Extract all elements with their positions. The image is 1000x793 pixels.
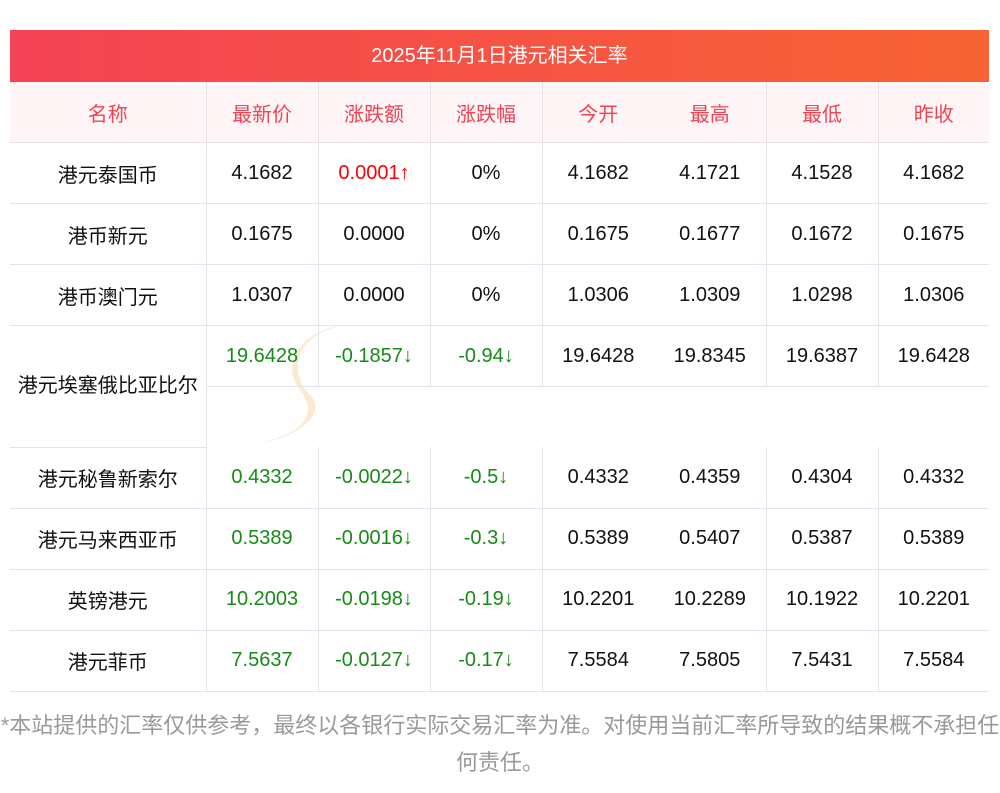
table-row: 港币新元 0.1675 0.0000 0% 0.1675 0.1677 0.1672 0.16… — [10, 203, 989, 265]
change-percent: 0% — [430, 142, 543, 204]
change-percent: 0% — [430, 264, 543, 326]
currency-name: 港元埃塞俄比亚比尔 — [10, 325, 207, 448]
exchange-rate-table: 名称 最新价 涨跌额 涨跌幅 今开 最高 最低 昨收 港元泰国币 4.1682 0.0001↑ 0%… — [10, 82, 989, 692]
disclaimer-note: *本站提供的汇率仅供参考，最终以各银行实际交易汇率为准。对使用当前汇率所导致的结… — [0, 713, 1000, 775]
open-price: 0.5389 — [542, 508, 654, 570]
column-header: 昨收 — [878, 82, 989, 143]
high-price: 0.1677 — [654, 203, 767, 265]
open-price: 0.4332 — [542, 447, 654, 509]
prev-close: 0.4332 — [878, 447, 989, 509]
prev-close: 0.1675 — [878, 203, 989, 265]
table-row: 港币澳门元 1.0307 0.0000 0% 1.0306 1.0309 1.0298 1.0… — [10, 264, 989, 326]
table-row: 港元菲币 7.5637 -0.0127↓ -0.17↓ 7.5584 7.5805 7.54… — [10, 630, 989, 692]
latest-price: 19.6428 — [206, 325, 319, 387]
high-price: 10.2289 — [654, 569, 767, 631]
prev-close: 4.1682 — [878, 142, 989, 204]
latest-price: 1.0307 — [206, 264, 319, 326]
open-price: 4.1682 — [542, 142, 654, 204]
high-price: 1.0309 — [654, 264, 767, 326]
latest-price: 4.1682 — [206, 142, 319, 204]
currency-name: 港元秘鲁新索尔 — [10, 447, 207, 509]
currency-name: 港币新元 — [10, 203, 207, 265]
change-percent: 0% — [430, 203, 543, 265]
prev-close: 10.2201 — [878, 569, 989, 631]
low-price: 7.5431 — [766, 630, 879, 692]
table-row: 港元埃塞俄比亚比尔 19.6428 -0.1857↓ -0.94↓ 19.6428 19.… — [10, 325, 989, 448]
high-price: 7.5805 — [654, 630, 767, 692]
header-row: 名称 最新价 涨跌额 涨跌幅 今开 最高 最低 昨收 — [10, 82, 989, 143]
column-header: 涨跌额 — [318, 82, 431, 143]
change-percent: -0.17↓ — [430, 630, 543, 692]
low-price: 0.1672 — [766, 203, 879, 265]
open-price: 19.6428 — [542, 325, 654, 387]
table-row: 港元马来西亚币 0.5389 -0.0016↓ -0.3↓ 0.5389 0.5407 0.… — [10, 508, 989, 570]
low-price: 10.1922 — [766, 569, 879, 631]
change-percent: -0.94↓ — [430, 325, 543, 387]
change-amount: 0.0000 — [318, 203, 431, 265]
change-amount: -0.0022↓ — [318, 447, 431, 509]
latest-price: 0.4332 — [206, 447, 319, 509]
currency-name: 港币澳门元 — [10, 264, 207, 326]
change-amount: 0.0001↑ — [318, 142, 431, 204]
open-price: 1.0306 — [542, 264, 654, 326]
prev-close: 19.6428 — [878, 325, 989, 387]
prev-close: 1.0306 — [878, 264, 989, 326]
currency-name: 英镑港元 — [10, 569, 207, 631]
latest-price: 10.2003 — [206, 569, 319, 631]
column-header: 最低 — [766, 82, 879, 143]
latest-price: 0.1675 — [206, 203, 319, 265]
currency-name: 港元泰国币 — [10, 142, 207, 204]
table-row: 港元泰国币 4.1682 0.0001↑ 0% 4.1682 4.1721 4.1528 4.… — [10, 142, 989, 204]
change-amount: -0.0127↓ — [318, 630, 431, 692]
prev-close: 7.5584 — [878, 630, 989, 692]
high-price: 4.1721 — [654, 142, 767, 204]
column-header: 今开 — [542, 82, 654, 143]
open-price: 0.1675 — [542, 203, 654, 265]
low-price: 1.0298 — [766, 264, 879, 326]
blank-cell — [206, 387, 989, 448]
change-amount: -0.1857↓ — [318, 325, 431, 387]
open-price: 10.2201 — [542, 569, 654, 631]
low-price: 0.4304 — [766, 447, 879, 509]
column-header: 名称 — [10, 82, 207, 143]
open-price: 7.5584 — [542, 630, 654, 692]
low-price: 19.6387 — [766, 325, 879, 387]
change-amount: 0.0000 — [318, 264, 431, 326]
column-header: 最高 — [654, 82, 767, 143]
currency-name: 港元菲币 — [10, 630, 207, 692]
prev-close: 0.5389 — [878, 508, 989, 570]
change-percent: -0.3↓ — [430, 508, 543, 570]
column-header: 最新价 — [206, 82, 319, 143]
latest-price: 7.5637 — [206, 630, 319, 692]
change-amount: -0.0016↓ — [318, 508, 431, 570]
low-price: 0.5387 — [766, 508, 879, 570]
low-price: 4.1528 — [766, 142, 879, 204]
currency-name: 港元马来西亚币 — [10, 508, 207, 570]
table-row: 港元秘鲁新索尔 0.4332 -0.0022↓ -0.5↓ 0.4332 0.4359 0.… — [10, 447, 989, 509]
high-price: 19.8345 — [654, 325, 767, 387]
change-percent: -0.19↓ — [430, 569, 543, 631]
high-price: 0.4359 — [654, 447, 767, 509]
table-row: 英镑港元 10.2003 -0.0198↓ -0.19↓ 10.2201 10.2289 1… — [10, 569, 989, 631]
change-percent: -0.5↓ — [430, 447, 543, 509]
table-title: 2025年11月1日港元相关汇率 — [10, 30, 989, 82]
latest-price: 0.5389 — [206, 508, 319, 570]
column-header: 涨跌幅 — [430, 82, 543, 143]
change-amount: -0.0198↓ — [318, 569, 431, 631]
high-price: 0.5407 — [654, 508, 767, 570]
